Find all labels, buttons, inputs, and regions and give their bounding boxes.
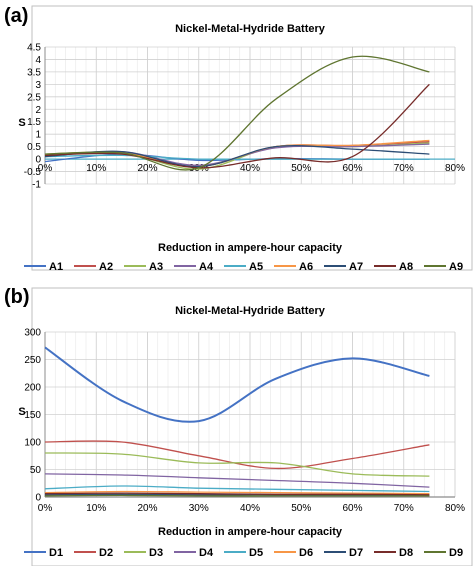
x-tick-label: 20% (137, 163, 157, 174)
x-tick-label: 10% (86, 503, 106, 514)
y-tick-label: 2.5 (27, 92, 41, 103)
legend-label-a8: A8 (399, 261, 413, 273)
series-line-a8 (44, 83, 430, 169)
chart-title: Nickel-Metal-Hydride Battery (175, 23, 326, 35)
legend-label-d1: D1 (49, 547, 63, 559)
y-tick-label: -0.5 (24, 167, 42, 178)
x-axis-label: Reduction in ampere-hour capacity (158, 242, 343, 254)
x-tick-label: 70% (394, 163, 414, 174)
legend-label-d8: D8 (399, 547, 413, 559)
legend-label-d2: D2 (99, 547, 113, 559)
y-tick-label: 4 (35, 55, 41, 66)
legend-label-a2: A2 (99, 261, 113, 273)
legend-label-a4: A4 (199, 261, 214, 273)
y-tick-label: 100 (24, 438, 41, 449)
x-tick-label: 80% (445, 503, 465, 514)
x-tick-label: 60% (342, 163, 362, 174)
x-tick-label: 20% (137, 503, 157, 514)
series-line-d4 (44, 473, 430, 488)
series-line-d8 (44, 492, 430, 496)
y-tick-label: 300 (24, 328, 41, 339)
x-tick-label: 0% (38, 503, 53, 514)
y-tick-label: 1.5 (27, 117, 41, 128)
legend-label-d4: D4 (199, 547, 214, 559)
legend: A1 A2 A3 A4 A5 A6 A7 A8 A9 (24, 261, 463, 273)
y-tick-label: 0.5 (27, 142, 41, 153)
y-tick-label: 3.5 (27, 67, 41, 78)
series-line-d3 (44, 452, 430, 477)
panel-b: (b) Nickel-Metal-Hydride Battery 0 50 100 150… (4, 286, 473, 567)
series-line-a7 (44, 144, 430, 168)
x-tick-label: 50% (291, 503, 311, 514)
y-tick-label: 150 (24, 410, 41, 421)
x-tick-label: 40% (240, 163, 260, 174)
y-tick-label: 4.5 (27, 43, 41, 54)
y-tick-label: 0 (35, 493, 41, 504)
series-line-d6 (44, 490, 430, 495)
chart-frame (31, 5, 473, 271)
legend-label-a6: A6 (299, 261, 313, 273)
x-tick-label: 30% (189, 503, 209, 514)
y-tick-label: 50 (30, 465, 42, 476)
chart-frame (31, 287, 473, 567)
y-tick-label: 200 (24, 383, 41, 394)
panel-label: (b) (4, 286, 30, 308)
legend-label-d3: D3 (149, 547, 163, 559)
x-tick-label: 60% (342, 503, 362, 514)
y-tick-label: -1 (32, 180, 41, 191)
series-line-d1 (44, 346, 430, 423)
y-tick-label: 1 (35, 130, 41, 141)
y-tick-label: 0 (35, 155, 41, 166)
y-tick-label: 3 (35, 80, 41, 91)
y-axis-label: S (18, 406, 25, 418)
legend-label-d9: D9 (449, 547, 463, 559)
legend-label-d5: D5 (249, 547, 263, 559)
series-line-a9 (44, 55, 430, 171)
x-tick-label: 80% (445, 163, 465, 174)
x-axis-label: Reduction in ampere-hour capacity (158, 526, 343, 538)
panel-a: (a) Nickel-Metal-Hydride Battery -1 -0.50 0.… (4, 5, 473, 273)
series-line-d2 (44, 440, 430, 470)
panel-label: (a) (4, 5, 28, 27)
x-tick-label: 50% (291, 163, 311, 174)
legend: D1 D2 D3 D4 D5 D6 D7 D8 D9 (24, 547, 463, 559)
x-tick-label: 70% (394, 503, 414, 514)
legend-label-a7: A7 (349, 261, 363, 273)
legend-label-a3: A3 (149, 261, 163, 273)
legend-label-d7: D7 (349, 547, 363, 559)
y-tick-label: 2 (35, 105, 41, 116)
legend-label-d6: D6 (299, 547, 313, 559)
series-line-d5 (44, 485, 430, 493)
series-line-d9 (44, 494, 430, 497)
legend-label-a9: A9 (449, 261, 463, 273)
chart-title: Nickel-Metal-Hydride Battery (175, 305, 326, 317)
x-tick-label: 40% (240, 503, 260, 514)
y-axis-label: S (18, 117, 25, 129)
x-tick-label: 10% (86, 163, 106, 174)
series-line-a5 (44, 154, 430, 161)
legend-label-a1: A1 (49, 261, 63, 273)
legend-label-a5: A5 (249, 261, 263, 273)
y-tick-label: 250 (24, 355, 41, 366)
